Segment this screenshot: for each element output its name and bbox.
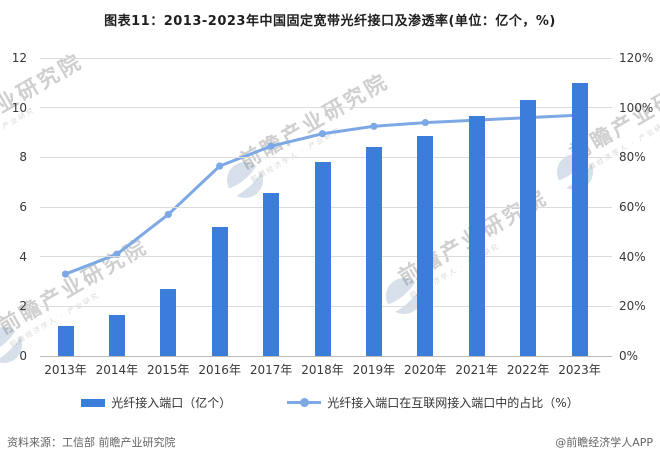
chart-title: 图表11：2013-2023年中国固定宽带光纤接口及渗透率(单位：亿个，%) bbox=[104, 14, 556, 29]
source-text: 资料来源：工信部 前瞻产业研究院 bbox=[7, 436, 176, 449]
bar-2019年 bbox=[365, 147, 382, 356]
bar-2021年 bbox=[468, 116, 485, 356]
line-marker bbox=[421, 118, 429, 127]
left-axis-tick: 12 bbox=[11, 51, 27, 65]
x-axis-label: 2018年 bbox=[301, 363, 344, 377]
bar-2013年 bbox=[57, 326, 74, 356]
x-axis-label: 2019年 bbox=[352, 363, 396, 377]
x-axis-label: 2017年 bbox=[249, 363, 293, 377]
line-marker bbox=[216, 162, 224, 170]
x-axis-label: 2021年 bbox=[455, 363, 498, 377]
bar-2016年 bbox=[211, 226, 228, 356]
right-axis-tick: 0% bbox=[619, 349, 639, 363]
bar-swatch-icon bbox=[81, 398, 106, 407]
gridline bbox=[40, 57, 612, 59]
right-axis-tick: 40% bbox=[619, 249, 646, 264]
x-axis-label: 2013年 bbox=[44, 363, 87, 377]
gridline bbox=[40, 355, 612, 357]
left-axis-tick: 2 bbox=[19, 299, 27, 314]
legend-item-penetration: 光纤接入端口在互联网接入端口中的占比（%） bbox=[287, 394, 579, 411]
x-axis-label: 2015年 bbox=[147, 363, 190, 377]
left-axis-tick: 10 bbox=[11, 100, 27, 115]
line-swatch-icon bbox=[287, 398, 322, 407]
bar-2014年 bbox=[108, 315, 125, 356]
left-axis-tick: 6 bbox=[19, 200, 27, 214]
line-marker bbox=[267, 142, 275, 150]
line-marker bbox=[164, 210, 172, 219]
line-marker bbox=[318, 130, 327, 138]
legend-line-label: 光纤接入端口在互联网接入端口中的占比（%） bbox=[327, 396, 579, 410]
right-axis-tick: 120% bbox=[619, 51, 654, 65]
left-axis-tick: 8 bbox=[19, 150, 27, 165]
left-axis-tick: 4 bbox=[19, 249, 27, 264]
right-axis-tick: 80% bbox=[619, 150, 646, 165]
x-axis-label: 2016年 bbox=[198, 363, 241, 377]
bar-2015年 bbox=[160, 288, 177, 356]
gridline bbox=[40, 156, 612, 158]
line-marker bbox=[61, 270, 70, 278]
bar-2018年 bbox=[314, 162, 331, 356]
line-marker bbox=[370, 122, 378, 130]
right-axis-tick: 20% bbox=[619, 299, 646, 314]
x-axis-label: 2022年 bbox=[506, 363, 550, 377]
bar-2017年 bbox=[263, 193, 280, 356]
x-axis-label: 2020年 bbox=[404, 363, 447, 377]
bar-2022年 bbox=[520, 100, 537, 356]
legend: 光纤接入端口（亿个） 光纤接入端口在互联网接入端口中的占比（%） bbox=[0, 394, 660, 411]
bar-2023年 bbox=[571, 82, 588, 356]
gridline bbox=[40, 107, 612, 109]
x-axis-label: 2014年 bbox=[95, 363, 139, 377]
bar-2020年 bbox=[417, 136, 434, 356]
credit-text: @前瞻经济学人APP bbox=[555, 436, 653, 449]
right-axis-tick: 100% bbox=[619, 100, 654, 115]
left-axis-tick: 0 bbox=[19, 349, 27, 363]
x-axis-label: 2023年 bbox=[558, 363, 601, 377]
right-axis-tick: 60% bbox=[619, 200, 646, 214]
legend-item-ports: 光纤接入端口（亿个） bbox=[81, 394, 231, 411]
footer: 资料来源：工信部 前瞻产业研究院 @前瞻经济学人APP bbox=[0, 434, 660, 450]
legend-bar-label: 光纤接入端口（亿个） bbox=[111, 396, 232, 410]
